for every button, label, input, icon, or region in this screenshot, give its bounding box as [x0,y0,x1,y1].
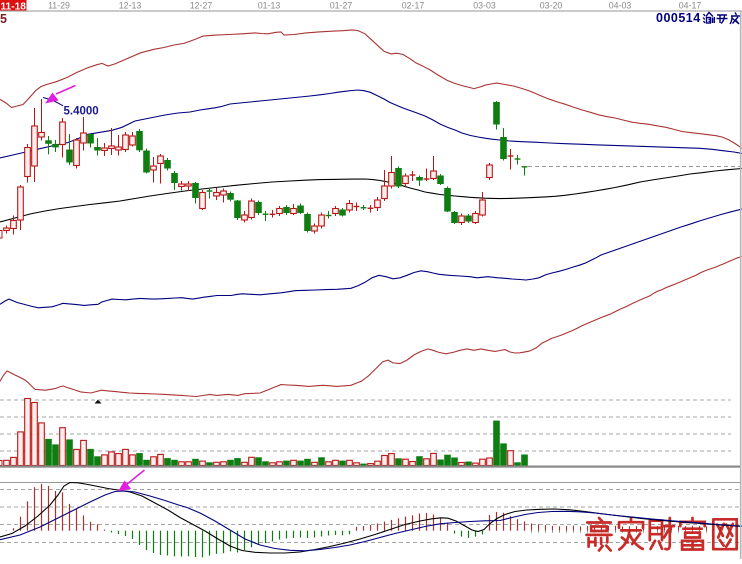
svg-text:000514: 000514 [656,11,701,25]
svg-text:01-27: 01-27 [330,1,353,11]
svg-text:04-03: 04-03 [609,1,632,11]
svg-text:12-13: 12-13 [119,1,142,11]
svg-text:12-27: 12-27 [190,1,213,11]
svg-text:5.4000: 5.4000 [64,106,99,118]
svg-text:5: 5 [0,12,7,26]
svg-text:02-17: 02-17 [402,1,425,11]
svg-text:03-20: 03-20 [540,1,563,11]
svg-text:11-29: 11-29 [48,1,70,11]
svg-text:11-18: 11-18 [0,1,26,12]
svg-text:01-13: 01-13 [258,1,281,11]
svg-text:03-03: 03-03 [473,1,496,11]
svg-text:04-17: 04-17 [679,1,702,11]
